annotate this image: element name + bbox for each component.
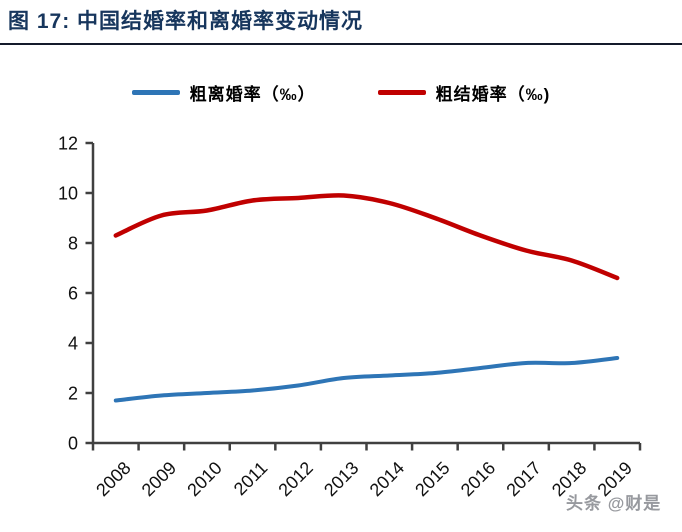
svg-text:10: 10 (58, 184, 78, 204)
divorce-line-swatch (131, 90, 180, 95)
svg-text:2015: 2015 (411, 458, 453, 500)
svg-text:2016: 2016 (457, 458, 499, 500)
line-chart: 0 2 4 6 8 10 12 2008 2009 2010 2011 2012 2013 2014 201… (0, 110, 682, 527)
watermark: 头条 @财是 (566, 494, 662, 513)
svg-text:2013: 2013 (320, 458, 362, 500)
svg-text:2011: 2011 (230, 458, 272, 500)
marriage-line-swatch (377, 90, 426, 95)
svg-text:2012: 2012 (274, 458, 316, 500)
figure-title: 图 17: 中国结婚率和离婚率变动情况 (8, 10, 364, 33)
svg-text:2009: 2009 (138, 458, 180, 500)
svg-text:2010: 2010 (183, 458, 225, 500)
svg-text:6: 6 (68, 284, 78, 304)
legend-item-marriage-rate: 粗结婚率（‰) (377, 80, 551, 105)
svg-text:2008: 2008 (92, 458, 134, 500)
title-divider (0, 43, 682, 45)
svg-text:2: 2 (68, 384, 78, 404)
legend-item-divorce-rate: 粗离婚率（‰） (131, 80, 316, 105)
chart-legend: 粗离婚率（‰） 粗结婚率（‰) (0, 80, 682, 105)
svg-text:12: 12 (58, 134, 78, 154)
svg-text:4: 4 (68, 334, 78, 354)
svg-text:0: 0 (68, 434, 78, 454)
legend-label-marriage-rate: 粗结婚率（‰) (435, 85, 551, 104)
svg-text:2017: 2017 (502, 458, 544, 500)
svg-text:8: 8 (68, 234, 78, 254)
svg-text:2014: 2014 (366, 458, 408, 500)
legend-label-divorce-rate: 粗离婚率（‰） (189, 85, 316, 104)
